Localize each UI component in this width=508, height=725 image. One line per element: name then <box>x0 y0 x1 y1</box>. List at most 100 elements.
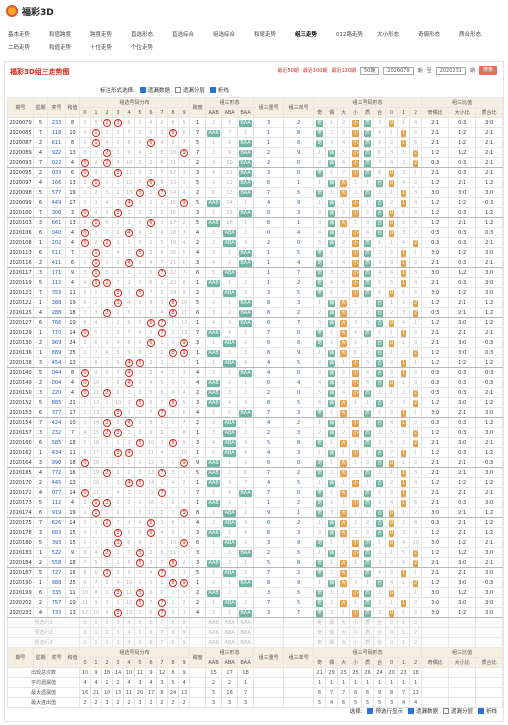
panel-title: 福彩3D组三走势图 <box>10 68 70 76</box>
checkbox-option[interactable]: 遗漏数据 <box>407 707 438 715</box>
miss-count: 1 <box>145 327 157 338</box>
miss-count: 5 <box>205 447 223 458</box>
issue: 2020154 <box>7 417 34 428</box>
miss-count: 2 <box>325 257 339 268</box>
nav-link[interactable]: 和尾走势 <box>254 32 277 38</box>
nav-link[interactable]: 个位走势 <box>131 45 154 51</box>
nav-link[interactable]: 质合形态 <box>459 32 482 38</box>
draw-number: 300 <box>47 207 66 218</box>
nav-link[interactable]: 和值走势 <box>49 45 72 51</box>
miss-count: 5 <box>409 127 423 138</box>
sub-header: 奇 <box>313 107 327 118</box>
repeat-digit: 3 <box>253 167 285 178</box>
repeat-digit: 1 <box>253 247 285 258</box>
checkbox-option[interactable]: 折线 <box>209 86 229 94</box>
checkbox-option[interactable]: 折线 <box>477 707 497 715</box>
shape-cell: 奇 <box>313 607 327 618</box>
draw-row: 2020184 2 558 18 7 5 1 2 8 5 3 7 8 2 3 AAB 2 1 5 8 奇 1 大 1 质 3 2 6 2… <box>7 557 504 568</box>
dist-cell: 9 <box>177 197 191 208</box>
ratio: 2:1 <box>475 327 504 338</box>
ratio: 2:1 <box>448 407 477 418</box>
repeat-digit: 3 <box>253 587 285 598</box>
miss-count: 2 <box>385 137 399 148</box>
nav-link[interactable]: 跨度走势 <box>90 32 113 38</box>
search-button[interactable]: 搜索 <box>478 66 497 75</box>
nav-link[interactable]: 直选综合 <box>172 32 195 38</box>
miss-count: 1 <box>361 447 375 458</box>
checkbox[interactable] <box>139 87 146 93</box>
ratio: 3:0 <box>421 247 450 258</box>
nav-link[interactable]: 二码走势 <box>8 45 31 51</box>
period-select[interactable]: 50期 <box>360 66 380 75</box>
shape-cell: 合 <box>373 367 387 378</box>
sub-header: 7 <box>156 107 168 118</box>
shape-hit: 偶 <box>328 389 336 397</box>
weekday: 6 <box>33 407 48 418</box>
miss-count: 8 <box>123 557 135 568</box>
checkbox[interactable] <box>367 708 374 714</box>
checkbox-option[interactable]: 遗漏分层 <box>442 707 473 715</box>
checkbox-option[interactable]: 遗漏数据 <box>139 86 170 94</box>
miss-count: 1 <box>313 417 327 428</box>
column-header: 和值 <box>65 97 80 118</box>
to-input[interactable]: 2020231 <box>435 66 466 75</box>
miss-count: 3 <box>177 377 191 388</box>
miss-count: 1 <box>205 137 223 148</box>
miss-count: 2 <box>156 507 168 518</box>
nav-link[interactable]: 组三走势 <box>295 32 318 38</box>
draw-row: 2020199 6 335 11 10 8 2 3 11 5 6 2 1 1 2 AAB 2 1 3 5 奇 1 1 小质 1 0… <box>7 587 504 598</box>
miss-count: 3 <box>409 187 423 198</box>
quick-link[interactable]: 最近50期 <box>277 68 299 74</box>
dist-cell: 2 <box>101 307 113 318</box>
dist-cell: 7 <box>156 327 168 338</box>
weekday: 7 <box>33 517 48 528</box>
miss-count: 3 <box>79 517 91 528</box>
stat-value: 3 <box>134 697 146 708</box>
pattern-hit: ABA <box>223 439 236 447</box>
checkbox[interactable] <box>407 708 414 714</box>
draw-row: 2020173 5 112 4 1 1 2 5 2 2 16 1 6 4 1 AAB 5 1 1 2 奇 2 1 小质 2 4 1 6… <box>7 497 504 508</box>
ratio: 0:3 <box>475 457 504 468</box>
checkbox-option[interactable]: 遗漏分层 <box>174 86 205 94</box>
shape-cell: 1 <box>397 267 411 278</box>
hit-ball: 2 <box>103 158 111 167</box>
miss-count: 6 <box>167 497 179 508</box>
checkbox[interactable] <box>442 708 449 714</box>
shape-cell: 2 <box>409 237 423 248</box>
miss-count: 13 <box>90 407 102 418</box>
checkbox[interactable] <box>477 708 484 714</box>
miss-count: 3 <box>397 167 411 178</box>
quick-link[interactable]: 最近120期 <box>331 68 356 74</box>
single-digit: 5 <box>283 287 315 298</box>
nav-link[interactable]: 大小形态 <box>377 32 400 38</box>
miss-count: 2 <box>205 297 223 308</box>
ratio: 1:2 <box>448 287 477 298</box>
shape-hit: 合 <box>376 349 384 357</box>
miss-count: 4 <box>205 167 223 178</box>
stat-value: 4 <box>79 677 91 688</box>
nav-link[interactable]: 和值跨度 <box>49 32 72 38</box>
nav-link[interactable]: 十位走势 <box>90 45 113 51</box>
quick-link[interactable]: 最近100期 <box>302 68 328 74</box>
nav-link[interactable]: 奇偶形态 <box>418 32 441 38</box>
pattern-hit: BAA <box>239 159 252 167</box>
checkbox[interactable] <box>174 87 181 93</box>
nav-link[interactable]: 组选综合 <box>213 32 236 38</box>
dist-cell: 3 <box>112 207 124 218</box>
sub-header: 偶 <box>325 657 339 668</box>
shape-hit: 大 <box>340 599 348 607</box>
checkbox[interactable] <box>209 87 216 93</box>
repeat-digit: 1 <box>253 277 285 288</box>
nav-link[interactable]: 012路走势 <box>336 32 363 38</box>
from-input[interactable]: 2020079 <box>383 66 414 75</box>
nav-link[interactable]: 直选形态 <box>131 32 154 38</box>
shape-cell: 0 <box>385 377 399 388</box>
nav-link[interactable]: 基本走势 <box>8 32 31 38</box>
span: 3 <box>189 337 207 348</box>
checkbox-option[interactable]: 预选行显示 <box>367 707 403 715</box>
miss-count: 22 <box>167 267 179 278</box>
miss-count: 2 <box>349 307 363 318</box>
miss-count: 8 <box>112 377 124 388</box>
miss-count: 5 <box>349 337 363 348</box>
pattern-hit: AAB <box>207 399 220 407</box>
